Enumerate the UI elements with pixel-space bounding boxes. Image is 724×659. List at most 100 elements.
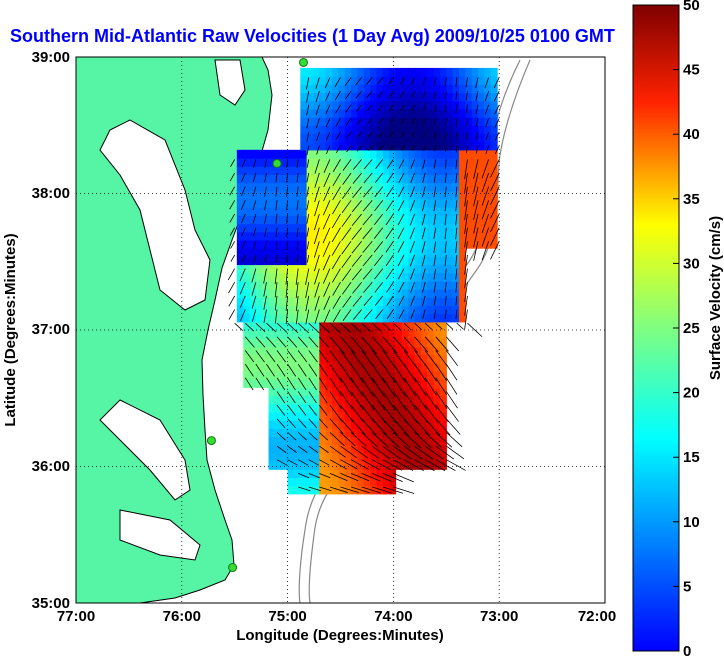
velocity-cell bbox=[236, 280, 244, 290]
velocity-cell bbox=[427, 174, 435, 184]
velocity-cell bbox=[287, 305, 295, 315]
velocity-cell bbox=[236, 305, 244, 315]
velocity-cell bbox=[281, 149, 289, 159]
velocity-cell bbox=[408, 354, 416, 364]
velocity-arrow bbox=[314, 200, 320, 217]
velocity-arrow bbox=[335, 104, 341, 114]
velocity-cell bbox=[478, 100, 485, 110]
velocity-cell bbox=[344, 108, 352, 118]
velocity-cell bbox=[262, 190, 270, 200]
velocity-cell bbox=[376, 403, 384, 413]
velocity-cell bbox=[274, 354, 282, 364]
velocity-cell bbox=[332, 330, 339, 339]
velocity-cell bbox=[376, 174, 384, 184]
velocity-cell bbox=[351, 239, 359, 249]
velocity-arrow bbox=[473, 200, 479, 220]
velocity-cell bbox=[389, 100, 397, 110]
velocity-cell bbox=[452, 117, 460, 126]
velocity-cell bbox=[433, 305, 441, 315]
velocity-cell bbox=[363, 100, 371, 110]
velocity-arrow bbox=[244, 377, 254, 391]
velocity-cell bbox=[370, 338, 378, 347]
velocity-cell bbox=[408, 76, 416, 85]
velocity-arrow bbox=[323, 295, 331, 310]
y-tick-label: 38:00 bbox=[32, 185, 70, 202]
velocity-cell bbox=[325, 149, 333, 159]
velocity-cell bbox=[344, 248, 352, 257]
velocity-cell bbox=[382, 354, 390, 364]
velocity-cell bbox=[395, 370, 403, 380]
velocity-cell bbox=[446, 174, 454, 184]
velocity-cell bbox=[300, 117, 308, 126]
velocity-cell bbox=[293, 379, 301, 388]
velocity-cell bbox=[306, 239, 314, 249]
velocity-cell bbox=[420, 207, 428, 216]
velocity-cell bbox=[344, 403, 352, 413]
velocity-arrow bbox=[494, 131, 500, 141]
velocity-cell bbox=[306, 108, 314, 118]
velocity-arrow bbox=[455, 91, 458, 101]
velocity-cell bbox=[363, 321, 371, 331]
velocity-cell bbox=[401, 231, 409, 241]
velocity-cell bbox=[306, 149, 314, 159]
velocity-arrow bbox=[266, 336, 276, 348]
velocity-cell bbox=[274, 239, 282, 249]
velocity-cell bbox=[351, 469, 359, 479]
velocity-cell bbox=[401, 117, 409, 126]
velocity-cell bbox=[370, 485, 378, 495]
velocity-cell bbox=[427, 321, 435, 331]
velocity-arrow bbox=[319, 363, 328, 377]
velocity-cell bbox=[420, 92, 428, 102]
velocity-arrow bbox=[410, 172, 415, 184]
velocity-cell bbox=[357, 76, 365, 85]
velocity-arrow bbox=[455, 309, 458, 320]
velocity-cell bbox=[458, 313, 466, 323]
velocity-cell bbox=[389, 67, 397, 77]
velocity-cell bbox=[363, 485, 371, 495]
velocity-cell bbox=[363, 248, 371, 257]
velocity-cell bbox=[389, 346, 397, 356]
velocity-arrow bbox=[351, 213, 362, 227]
velocity-cell bbox=[306, 436, 314, 446]
velocity-cell bbox=[458, 100, 466, 110]
velocity-cell bbox=[332, 469, 339, 479]
velocity-cell bbox=[293, 354, 301, 364]
bay-water bbox=[119, 509, 201, 561]
velocity-cell bbox=[357, 215, 365, 225]
velocity-cell bbox=[255, 149, 263, 159]
velocity-cell bbox=[427, 231, 435, 241]
velocity-cell bbox=[389, 330, 397, 339]
velocity-cell bbox=[420, 182, 428, 192]
velocity-cell bbox=[312, 76, 320, 85]
velocity-arrow bbox=[423, 118, 426, 125]
velocity-cell bbox=[268, 436, 276, 446]
velocity-cell bbox=[306, 207, 314, 216]
velocity-cell bbox=[338, 272, 346, 282]
velocity-arrow bbox=[382, 336, 398, 354]
velocity-cell bbox=[433, 452, 441, 462]
velocity-cell bbox=[458, 190, 466, 200]
velocity-arrow bbox=[329, 459, 347, 470]
velocity-arrow bbox=[352, 281, 362, 294]
velocity-cell bbox=[471, 141, 479, 151]
velocity-cell bbox=[338, 461, 346, 470]
velocity-arrow bbox=[308, 363, 318, 377]
velocity-arrow bbox=[445, 391, 458, 409]
velocity-arrow bbox=[361, 322, 372, 333]
velocity-arrow bbox=[399, 77, 405, 85]
velocity-arrow bbox=[371, 363, 386, 384]
velocity-cell bbox=[332, 239, 339, 249]
velocity-arrow bbox=[377, 90, 384, 98]
velocity-cell bbox=[325, 313, 333, 323]
velocity-cell bbox=[458, 182, 466, 192]
velocity-cell bbox=[439, 149, 447, 159]
velocity-arrow bbox=[329, 336, 345, 354]
velocity-cell bbox=[325, 469, 333, 479]
velocity-cell bbox=[357, 330, 365, 339]
velocity-cell bbox=[306, 117, 314, 126]
velocity-cell bbox=[357, 166, 365, 175]
velocity-cell bbox=[408, 223, 416, 233]
velocity-cell bbox=[268, 158, 276, 167]
velocity-arrow bbox=[445, 118, 447, 126]
